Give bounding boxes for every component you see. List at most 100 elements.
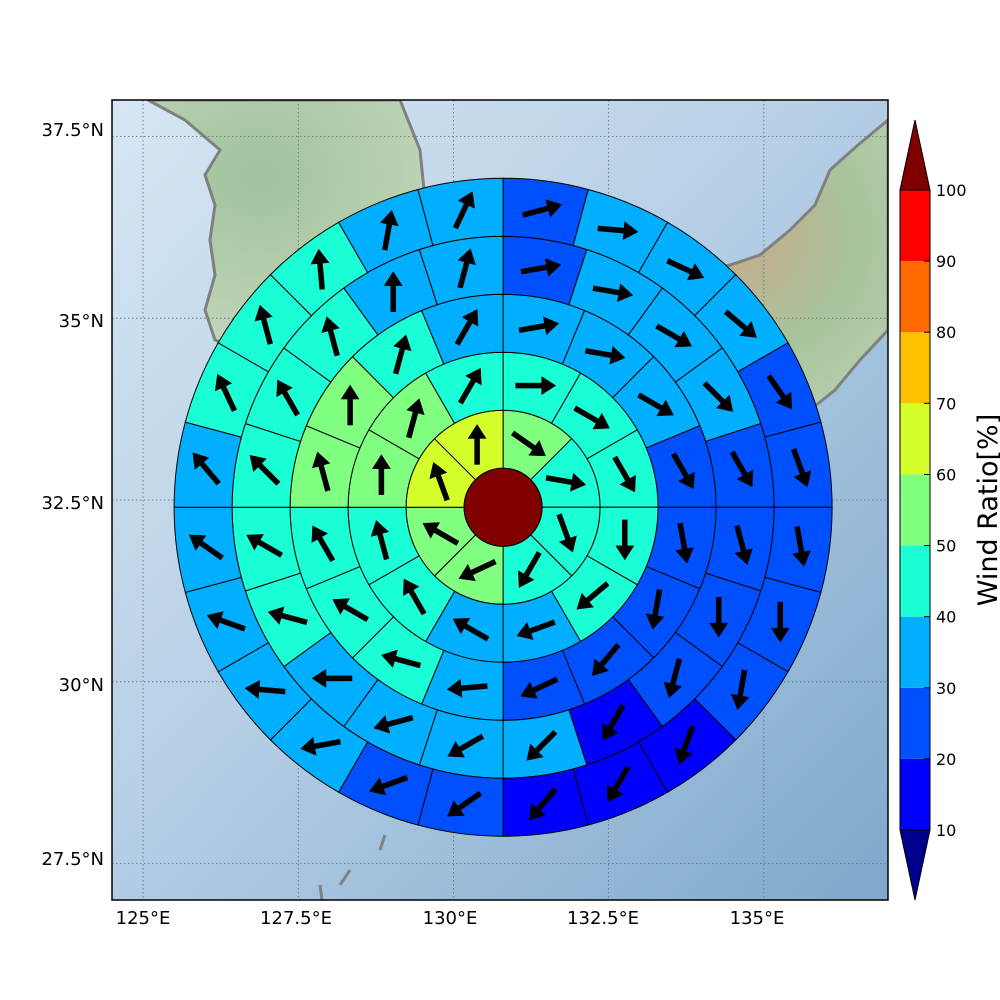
wind-arrow bbox=[592, 642, 621, 676]
wind-arrow bbox=[766, 374, 793, 410]
colorbar-bin bbox=[900, 403, 930, 475]
wind-arrow bbox=[321, 316, 340, 357]
wind-arrow bbox=[791, 448, 812, 488]
lat-tick-label: 35°N bbox=[59, 311, 104, 332]
colorbar-extend-min bbox=[899, 829, 931, 901]
wind-arrow bbox=[371, 454, 391, 495]
wind-arrow bbox=[674, 725, 696, 765]
map-border bbox=[111, 99, 889, 901]
wind-arrow bbox=[192, 452, 221, 486]
wind-arrow bbox=[516, 619, 556, 640]
wind-arrow bbox=[300, 736, 341, 756]
wind-arrow bbox=[457, 367, 482, 405]
lon-tick-label: 132.5°E bbox=[567, 908, 639, 929]
wind-arrow bbox=[520, 676, 559, 699]
map-area bbox=[112, 100, 888, 900]
wind-arrow bbox=[521, 199, 563, 218]
wind-arrow bbox=[645, 589, 665, 630]
wind-arrow bbox=[573, 405, 610, 430]
wind-arrow bbox=[422, 522, 460, 546]
colorbar-bin bbox=[900, 545, 930, 617]
colorbar-bin bbox=[900, 190, 930, 262]
wind-arrow bbox=[454, 309, 479, 346]
wind-arrow bbox=[249, 454, 281, 486]
colorbar-tick-label: 30 bbox=[936, 679, 956, 698]
wind-arrow bbox=[675, 522, 694, 564]
wind-arrow bbox=[770, 601, 790, 643]
lon-tick-label: 125°E bbox=[116, 908, 171, 929]
wind-arrow bbox=[518, 551, 542, 588]
wind-arrow bbox=[267, 606, 308, 626]
colorbar-bin bbox=[900, 474, 930, 546]
wind-arrow bbox=[615, 519, 635, 561]
colorbar-tick-label: 20 bbox=[936, 750, 956, 769]
wind-arrow bbox=[601, 703, 626, 741]
wind-arrow bbox=[457, 248, 476, 289]
colorbar-bin bbox=[900, 616, 930, 688]
wind-arrow bbox=[311, 668, 353, 688]
colorbar-frame bbox=[899, 189, 931, 831]
wind-arrow bbox=[254, 304, 273, 345]
wind-arrow bbox=[369, 774, 409, 796]
lat-tick-label: 37.5°N bbox=[41, 120, 104, 141]
wind-arrow bbox=[792, 526, 811, 567]
wind-arrow bbox=[311, 525, 336, 563]
lon-tick-label: 127.5°E bbox=[260, 908, 332, 929]
wind-arrow bbox=[214, 373, 237, 412]
wind-arrow bbox=[734, 524, 753, 565]
colorbar-extend-max bbox=[899, 119, 931, 191]
colorbar-tick-label: 50 bbox=[936, 537, 956, 556]
wind-arrow bbox=[529, 787, 558, 821]
lat-tick-label: 32.5°N bbox=[41, 493, 104, 514]
lon-axis: 125°E 127.5°E 130°E 132.5°E 135°E bbox=[116, 908, 785, 929]
wind-arrow bbox=[244, 679, 286, 699]
wind-arrow bbox=[526, 730, 558, 761]
colorbar-bin bbox=[900, 687, 930, 759]
wind-arrow bbox=[312, 451, 331, 492]
wind-arrow bbox=[709, 596, 729, 638]
wind-arrow bbox=[666, 258, 705, 281]
wind-arrow bbox=[332, 598, 370, 623]
wind-arrow bbox=[447, 790, 483, 817]
wind-arrow bbox=[406, 398, 425, 439]
wind-arrow bbox=[467, 423, 487, 465]
wind-arrow bbox=[576, 581, 610, 610]
wind-arrow bbox=[246, 534, 283, 558]
wind-arrow bbox=[597, 221, 639, 241]
lat-tick-label: 27.5°N bbox=[41, 849, 104, 870]
wind-arrow bbox=[392, 334, 412, 375]
colorbar-tick-label: 40 bbox=[936, 608, 956, 627]
wind-arrow bbox=[446, 678, 488, 698]
wind-arrow bbox=[373, 714, 414, 734]
wind-arrow bbox=[663, 658, 683, 699]
wind-arrow bbox=[655, 323, 692, 348]
wind-arrow bbox=[310, 248, 330, 290]
colorbar-tick-label: 10 bbox=[936, 821, 956, 840]
wind-arrow bbox=[518, 316, 560, 336]
wind-arrow bbox=[383, 271, 403, 312]
colorbar-tick-label: 90 bbox=[936, 252, 956, 271]
wind-arrow bbox=[515, 376, 557, 396]
colorbar-tick-label: 80 bbox=[936, 323, 956, 342]
wind-arrow bbox=[206, 611, 246, 632]
colorbar-bin bbox=[900, 758, 930, 830]
wind-arrows bbox=[188, 191, 812, 821]
lon-tick-label: 135°E bbox=[730, 908, 785, 929]
wind-arrow bbox=[379, 209, 399, 251]
wind-arrow bbox=[637, 392, 674, 417]
wind-arrow bbox=[671, 452, 695, 490]
wind-arrow bbox=[276, 379, 300, 417]
wind-arrow bbox=[520, 257, 562, 277]
wind-arrow bbox=[452, 617, 490, 642]
wind-arrow bbox=[556, 513, 577, 553]
wind-arrow bbox=[402, 578, 427, 616]
lat-tick-label: 30°N bbox=[59, 675, 104, 696]
colorbar-bin bbox=[900, 261, 930, 333]
colorbar-tick-label: 60 bbox=[936, 465, 956, 484]
wind-arrow bbox=[545, 472, 587, 492]
colorbar-title: Wind Ratio[%] bbox=[973, 414, 1000, 606]
wind-arrow bbox=[452, 191, 475, 230]
wind-arrow bbox=[381, 649, 422, 669]
wind-arrow bbox=[188, 534, 224, 561]
